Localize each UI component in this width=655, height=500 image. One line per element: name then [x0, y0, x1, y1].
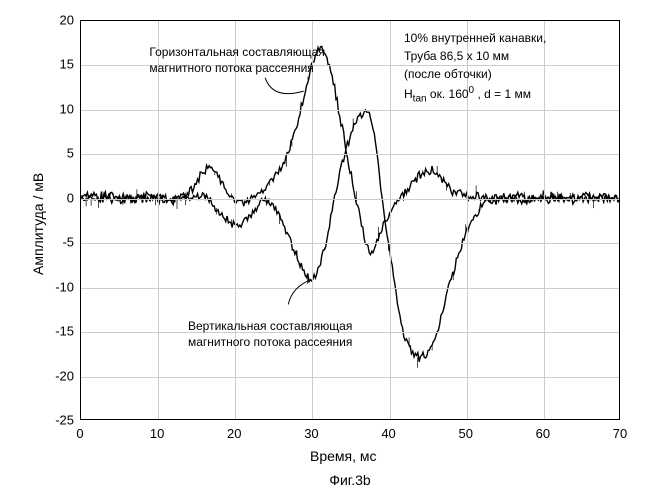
y-tick-label: -20 [46, 368, 74, 383]
y-tick-label: -15 [46, 324, 74, 339]
y-tick-label: 5 [46, 146, 74, 161]
y-tick-label: 0 [46, 190, 74, 205]
y-tick-label: -25 [46, 413, 74, 428]
y-tick-label: 20 [46, 13, 74, 28]
x-tick-label: 50 [458, 426, 472, 441]
x-tick-label: 70 [613, 426, 627, 441]
y-tick-label: -10 [46, 279, 74, 294]
x-tick-label: 40 [381, 426, 395, 441]
y-tick-label: 15 [46, 57, 74, 72]
chart-container: Амплитуда / мВ Время, мс Фиг.3b Горизонт… [0, 0, 655, 500]
x-tick-label: 60 [536, 426, 550, 441]
x-tick-label: 10 [150, 426, 164, 441]
x-tick-label: 30 [304, 426, 318, 441]
y-tick-label: 10 [46, 101, 74, 116]
leader-line-vertical [0, 0, 655, 500]
y-tick-label: -5 [46, 235, 74, 250]
x-tick-label: 0 [76, 426, 83, 441]
x-tick-label: 20 [227, 426, 241, 441]
